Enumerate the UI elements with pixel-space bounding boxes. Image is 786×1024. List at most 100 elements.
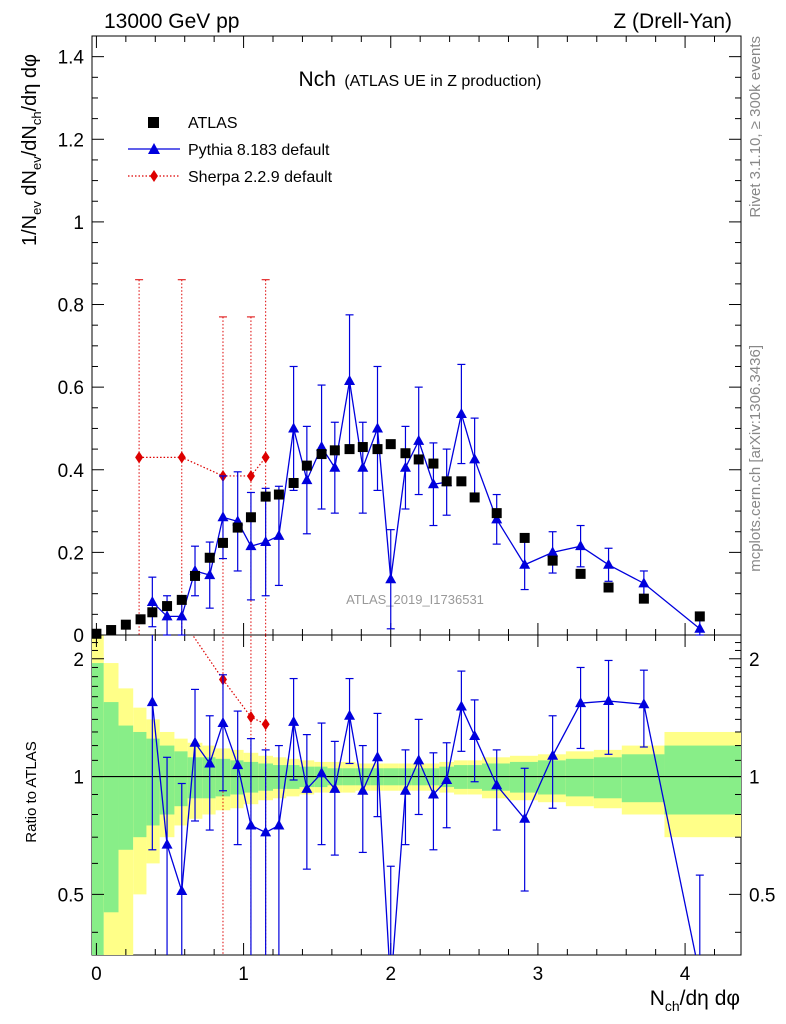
pythia-ratio-point <box>399 784 411 795</box>
pythia-point <box>344 374 356 385</box>
ratio-band-inner <box>202 757 216 799</box>
ratio-y-tick-label-right: 0.5 <box>749 885 775 906</box>
pythia-ratio-point <box>427 788 439 799</box>
main-y-tick-label: 0.8 <box>58 296 84 317</box>
pythia-point <box>245 540 257 551</box>
sherpa-ratio-point <box>246 710 255 723</box>
pythia-point <box>357 461 369 472</box>
pythia-point <box>694 622 706 633</box>
ratio-band-inner <box>537 760 566 795</box>
pythia-point <box>575 540 587 551</box>
pythia-ratio-point <box>519 812 531 823</box>
pythia-ratio-point <box>694 970 705 980</box>
pythia-ratio-point <box>491 779 503 790</box>
ratio-series-clipped <box>146 635 705 980</box>
pythia-point <box>217 511 229 522</box>
atlas-point <box>413 454 424 465</box>
pythia-ratio-point <box>288 715 300 726</box>
sherpa-point <box>177 451 186 464</box>
atlas-point <box>344 444 355 455</box>
pythia-point <box>427 478 439 489</box>
legend-label-sherpa: Sherpa 2.2.9 default <box>188 169 333 186</box>
pythia-ratio-point <box>232 759 244 770</box>
legend-label-pythia: Pythia 8.183 default <box>188 142 330 159</box>
ratio-x-tick-label: 4 <box>680 964 691 985</box>
pythia-point <box>413 434 425 445</box>
ratio-x-tick-label: 1 <box>238 964 249 985</box>
sherpa-line <box>139 456 267 477</box>
atlas-point <box>519 532 530 543</box>
pythia-ratio-point <box>441 773 453 784</box>
sherpa-point <box>135 451 144 464</box>
pythia-point <box>638 577 650 588</box>
pythia-ratio-point <box>316 767 328 778</box>
atlas-point <box>135 614 146 625</box>
pythia-ratio-point <box>273 819 285 830</box>
main-y-tick-label: 0.2 <box>58 543 84 564</box>
atlas-point <box>162 601 173 612</box>
legend-marker-pythia <box>148 143 160 154</box>
header-right-label: Z (Drell-Yan) <box>613 10 732 33</box>
ratio-axis-ticks: 0 1 2 3 4 0.5 0.5 1 1 2 2 <box>58 635 775 985</box>
atlas-point <box>147 607 158 618</box>
legend-label-atlas: ATLAS <box>188 115 238 132</box>
atlas-point <box>91 628 102 639</box>
pythia-point <box>161 610 173 621</box>
pythia-point <box>385 573 397 584</box>
atlas-point <box>217 537 228 548</box>
sherpa-ratio-point <box>261 718 270 731</box>
atlas-point <box>357 442 368 453</box>
pythia-point <box>399 461 411 472</box>
pythia-ratio-point <box>357 784 369 795</box>
pythia-ratio-point <box>146 696 158 707</box>
atlas-point <box>491 508 502 519</box>
pythia-ratio-point <box>245 819 257 830</box>
main-y-axis-label: 1/Nev dNev/dNch/dη dφ <box>19 54 44 246</box>
ratio-x-tick-label: 3 <box>533 964 544 985</box>
ratio-band-inner <box>146 738 160 826</box>
atlas-point <box>694 611 705 622</box>
pythia-ratio-point <box>344 709 356 720</box>
atlas-point <box>176 594 187 605</box>
plot-title: Nch (ATLAS UE in Z production) <box>299 68 542 91</box>
atlas-point <box>456 476 467 487</box>
pythia-ratio-point <box>372 751 384 762</box>
sherpa-point <box>246 469 255 482</box>
pythia-point <box>469 453 481 464</box>
ratio-band-inner <box>509 761 538 793</box>
main-y-tick-label: 0 <box>73 626 84 647</box>
atlas-point <box>638 593 649 604</box>
sherpa-ratio-line <box>191 635 266 725</box>
ratio-band-inner <box>621 754 665 803</box>
header-left-label: 13000 GeV pp <box>104 10 239 33</box>
pythia-ratio-point <box>455 700 467 711</box>
pythia-point <box>329 461 341 472</box>
legend-marker-sherpa <box>150 170 158 182</box>
atlas-point <box>190 570 201 581</box>
pythia-point <box>547 546 559 557</box>
ratio-series <box>146 635 705 980</box>
ratio-band-inner <box>664 745 741 815</box>
pythia-point <box>288 422 300 433</box>
main-series <box>91 279 706 639</box>
ratio-band-inner <box>593 757 622 799</box>
atlas-point <box>120 619 131 630</box>
atlas-point <box>372 444 383 455</box>
atlas-point <box>204 552 215 563</box>
pythia-point <box>455 407 467 418</box>
main-y-tick-label: 1.2 <box>58 130 84 151</box>
pythia-ratio-point <box>176 885 188 896</box>
pythia-ratio-point <box>260 826 272 837</box>
pythia-ratio-point <box>301 782 313 793</box>
ratio-y-axis-label: Ratio to ATLAS <box>23 741 40 842</box>
main-axis-ticks: 0 0.2 0.4 0.6 0.8 1 1.2 1.4 <box>58 36 741 647</box>
watermark: ATLAS_2019_I1736531 <box>346 592 484 607</box>
ratio-y-tick-label: 0.5 <box>58 885 84 906</box>
ratio-x-axis-label: Nch/dη dφ <box>650 987 740 1014</box>
pythia-ratio-point <box>329 782 341 793</box>
pythia-point <box>603 558 615 569</box>
atlas-point <box>316 449 327 460</box>
pythia-ratio-point <box>638 698 650 709</box>
pythia-point <box>301 474 313 485</box>
